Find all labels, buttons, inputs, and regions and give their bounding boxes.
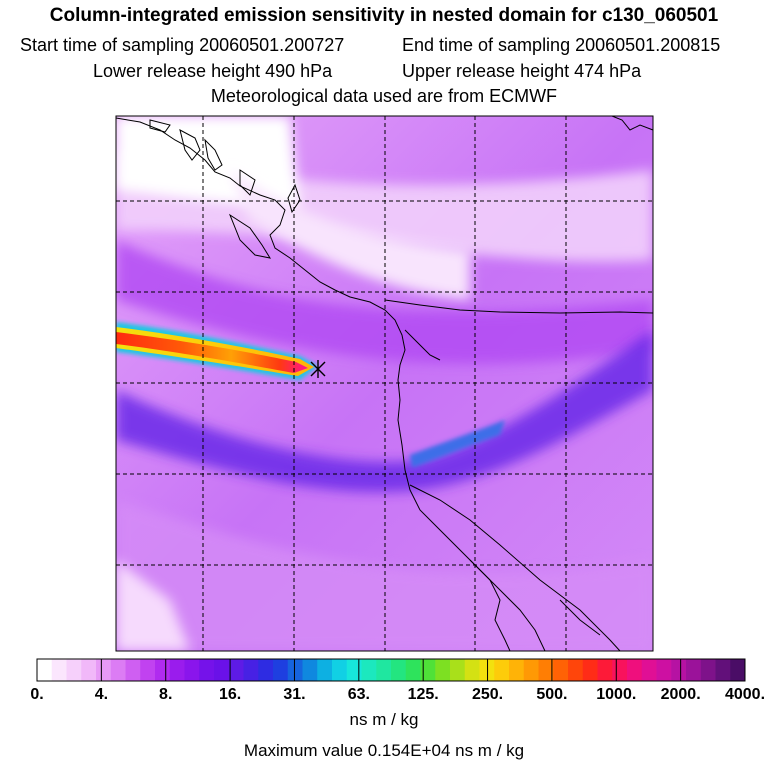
colorbar-cell: [169, 659, 185, 681]
colorbar-cell: [656, 659, 672, 681]
start-time-value: 20060501.200727: [199, 35, 345, 55]
colorbar-cell: [391, 659, 407, 681]
upper-release: Upper release height 474 hPa: [402, 61, 641, 82]
colorbar-unit: ns m / kg: [349, 710, 419, 729]
colorbar-cell: [96, 659, 112, 681]
colorbar-cell: [671, 659, 687, 681]
colorbar-cell: [199, 659, 215, 681]
colorbar-cell: [612, 659, 628, 681]
colorbar-tick-label: 0.: [30, 686, 44, 703]
coastline: [115, 115, 654, 652]
upper-release-value: 474 hPa: [574, 61, 642, 81]
colorbar-cell: [66, 659, 82, 681]
colorbar-cell: [730, 659, 746, 681]
colorbar-cell: [302, 659, 318, 681]
colorbar-cell: [494, 659, 510, 681]
maximum-value-label: Maximum value: [243, 741, 363, 760]
colorbar-cell: [435, 659, 451, 681]
colorbar-frame: [36, 658, 746, 682]
colorbar-cell: [582, 659, 598, 681]
colorbar-cell: [332, 659, 348, 681]
colorbar-cell: [273, 659, 289, 681]
colorbar-cell: [51, 659, 67, 681]
lower-release: Lower release height 490 hPa: [93, 61, 332, 82]
colorbar-tick-label: 2000.: [660, 686, 701, 703]
colorbar-cell: [317, 659, 333, 681]
colorbar-cell: [125, 659, 141, 681]
colorbar-cell: [597, 659, 613, 681]
colorbar-cell: [700, 659, 716, 681]
release-point-cross-icon: [310, 360, 326, 378]
colorbar-cell: [81, 659, 97, 681]
colorbar-cell: [420, 659, 436, 681]
colorbar-cell: [405, 659, 421, 681]
colorbar-cell: [243, 659, 259, 681]
colorbar-cell: [627, 659, 643, 681]
lower-release-label: Lower release height: [93, 61, 261, 81]
maximum-value-number: 0.154E+04 ns m / kg: [367, 741, 525, 760]
start-time-label: Start time of sampling: [20, 35, 195, 55]
colorbar-cell: [509, 659, 525, 681]
colorbar-cell: [641, 659, 657, 681]
colorbar-tick-label: 31.: [283, 686, 306, 703]
colorbar-tick-label: 1000.: [596, 686, 637, 703]
colorbar-cell: [155, 659, 171, 681]
map-frame: [115, 115, 654, 652]
colorbar-cell: [523, 659, 539, 681]
colorbar-cell: [715, 659, 731, 681]
colorbar-tick-label: 4000.: [724, 686, 766, 703]
colorbar-tick-label: 125.: [407, 686, 439, 703]
colorbar-cell: [568, 659, 584, 681]
end-time: End time of sampling 20060501.200815: [402, 35, 720, 56]
met-data-line: Meteorological data used are from ECMWF: [210, 86, 558, 106]
end-time-value: 20060501.200815: [575, 35, 721, 55]
start-time: Start time of sampling 20060501.200727: [20, 35, 344, 56]
colorbar-cell: [37, 659, 53, 681]
upper-release-label: Upper release height: [402, 61, 570, 81]
colorbar-cell: [287, 659, 303, 681]
colorbar-cell: [184, 659, 200, 681]
lat-lon-grid: [116, 116, 653, 651]
colorbar-tick-label: 4.: [94, 686, 109, 703]
maximum-value: Maximum value 0.154E+04 ns m / kg: [0, 741, 768, 761]
colorbar-tick-label: 500.: [536, 686, 568, 703]
end-time-label: End time of sampling: [402, 35, 571, 55]
colorbar-tick-lines: [36, 659, 746, 681]
colorbar-cell: [140, 659, 156, 681]
lower-release-value: 490 hPa: [265, 61, 333, 81]
colorbar-cell: [228, 659, 244, 681]
colorbar-cell: [450, 659, 466, 681]
colorbar-cell: [686, 659, 702, 681]
colorbar-cell: [376, 659, 392, 681]
colorbar-cell: [214, 659, 230, 681]
colorbar-cell: [361, 659, 377, 681]
colorbar-cell: [553, 659, 569, 681]
colorbar-cell: [346, 659, 362, 681]
plot-title: Column-integrated emission sensitivity i…: [49, 5, 719, 26]
colorbar-cell: [110, 659, 126, 681]
colorbar-cell: [538, 659, 554, 681]
colorbar-tick-label: 250.: [471, 686, 504, 703]
colorbar-cells: [37, 659, 746, 681]
colorbar-tick-label: 16.: [218, 686, 242, 703]
colorbar-tick-label: 8.: [159, 686, 173, 703]
colorbar-cell: [464, 659, 480, 681]
colorbar-tick-label: 63.: [347, 686, 370, 703]
colorbar-cell: [258, 659, 274, 681]
